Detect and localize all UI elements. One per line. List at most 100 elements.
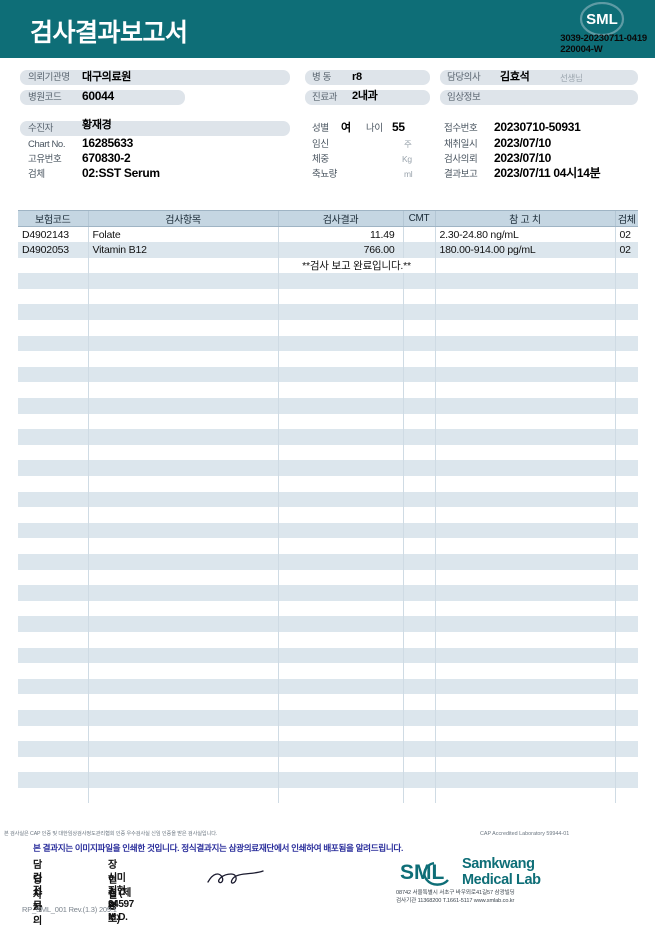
cell-test bbox=[87, 663, 278, 679]
cell-code bbox=[18, 460, 88, 476]
table-row-blank bbox=[18, 678, 638, 695]
reported-label: 결과보고 bbox=[444, 169, 478, 180]
cell-specimen bbox=[614, 741, 638, 757]
cell-result bbox=[277, 725, 403, 742]
patient-label: 수진자 bbox=[28, 123, 54, 134]
cell-cmt bbox=[402, 288, 435, 305]
table-row-blank bbox=[18, 663, 638, 679]
doctor-suffix: 선생님 bbox=[560, 73, 583, 83]
cell-reference bbox=[434, 741, 615, 757]
specimen-label: 검체 bbox=[28, 169, 45, 180]
cell-code bbox=[18, 335, 88, 352]
cell-specimen bbox=[614, 616, 638, 632]
cell-result bbox=[277, 273, 403, 289]
cell-test bbox=[87, 538, 278, 554]
cell-specimen bbox=[614, 538, 638, 554]
cell-result bbox=[277, 600, 403, 617]
cell-reference bbox=[434, 304, 615, 321]
cell-reference bbox=[434, 647, 615, 664]
ward-value: r8 bbox=[352, 71, 362, 83]
manager-label: 담당자 : bbox=[33, 860, 42, 912]
completion-note: **검사 보고 완료입니다.** bbox=[277, 257, 435, 274]
cell-result bbox=[277, 429, 403, 445]
table-row-blank bbox=[18, 522, 638, 539]
table-body: D4902143 Folate 11.49 2.30-24.80 ng/mL 02 D49… bbox=[18, 226, 638, 804]
cell-specimen bbox=[614, 600, 638, 617]
cell-reference bbox=[434, 631, 615, 648]
cell-reference bbox=[434, 288, 615, 305]
receipt-no-label: 접수번호 bbox=[444, 123, 478, 134]
cell-test bbox=[87, 398, 278, 414]
col-header-cmt: CMT bbox=[402, 210, 435, 227]
lab-name-line-1: Samkwang bbox=[462, 856, 535, 872]
lab-address-line-1: 08742 서울특별시 서초구 바우뫼로41길57 삼광빌딩 bbox=[396, 890, 515, 896]
cell-cmt bbox=[402, 507, 435, 523]
cell-specimen bbox=[614, 273, 638, 289]
cell-code bbox=[18, 491, 88, 508]
hospital-code-chip bbox=[20, 90, 185, 105]
cell-cmt bbox=[402, 631, 435, 648]
cell-result bbox=[277, 304, 403, 321]
cell-test bbox=[87, 694, 278, 710]
cell-specimen bbox=[614, 491, 638, 508]
report-header: 검사결과보고서 SML 3039-20230711-0419 220004-W bbox=[0, 0, 655, 58]
cell-cmt bbox=[402, 538, 435, 554]
cell-reference bbox=[434, 366, 615, 383]
table-row-blank bbox=[18, 304, 638, 321]
cell-code bbox=[18, 414, 88, 430]
cell-test bbox=[87, 585, 278, 601]
cell-cmt bbox=[402, 709, 435, 726]
cell-specimen: 02 bbox=[614, 226, 638, 243]
cell-cmt bbox=[402, 553, 435, 570]
cell-code bbox=[18, 601, 88, 617]
samkwang-logo-icon: SML bbox=[400, 861, 449, 886]
cell-result bbox=[277, 476, 403, 492]
cell-reference bbox=[434, 413, 615, 430]
cell-specimen: 02 bbox=[614, 242, 638, 258]
cell-test bbox=[87, 491, 278, 508]
cap-accreditation-text: CAP Accredited Laboratory 59944-01 bbox=[480, 831, 570, 837]
cell-cmt bbox=[402, 273, 435, 289]
table-row-blank bbox=[18, 320, 638, 336]
cell-test bbox=[87, 569, 278, 586]
cell-reference bbox=[434, 616, 615, 632]
cell-test bbox=[87, 304, 278, 321]
lab-name: Samkwang Medical Lab bbox=[462, 856, 541, 888]
hospital-code-value: 60044 bbox=[82, 89, 114, 103]
table-header-row: 보험코드 검사항목 검사결과 CMT 참 고 치 검체 bbox=[18, 210, 638, 227]
requested-value: 2023/07/10 bbox=[494, 151, 552, 165]
table-row: D4902053 Vitamin B12 766.00 180.00-914.00 p… bbox=[18, 242, 638, 258]
table-row-blank bbox=[18, 631, 638, 648]
age-label: 나이 bbox=[366, 123, 383, 134]
cell-result bbox=[277, 678, 403, 695]
urine-volume-unit: ml bbox=[404, 169, 413, 179]
cell-reference bbox=[434, 694, 615, 710]
cell-specimen bbox=[614, 351, 638, 367]
table-row-blank bbox=[18, 366, 638, 383]
cell-code bbox=[18, 273, 88, 289]
cell-specimen bbox=[614, 725, 638, 742]
doctor-label: 담당의사 bbox=[447, 72, 481, 83]
cell-cmt bbox=[402, 678, 435, 695]
cell-cmt bbox=[402, 335, 435, 352]
cell-reference bbox=[434, 429, 615, 445]
cell-code bbox=[18, 476, 88, 492]
table-row-blank bbox=[18, 569, 638, 586]
cell-reference bbox=[434, 725, 615, 742]
cell-specimen bbox=[614, 335, 638, 352]
cell-reference: 180.00-914.00 pg/mL bbox=[434, 242, 615, 258]
cell-test bbox=[87, 476, 278, 492]
lab-name-line-2: Medical Lab bbox=[462, 872, 541, 888]
table-row-blank bbox=[18, 725, 638, 742]
doctor-chip bbox=[440, 70, 638, 85]
institution-value: 대구의료원 bbox=[82, 71, 132, 83]
cell-specimen bbox=[614, 631, 638, 648]
cell-code bbox=[18, 429, 88, 445]
weight-label: 체중 bbox=[312, 154, 329, 165]
cell-test bbox=[87, 709, 278, 726]
table-row-blank bbox=[18, 616, 638, 632]
cell-reference bbox=[434, 273, 615, 289]
chart-no-value: 16285633 bbox=[82, 136, 133, 150]
cell-result: 766.00 bbox=[277, 242, 403, 258]
